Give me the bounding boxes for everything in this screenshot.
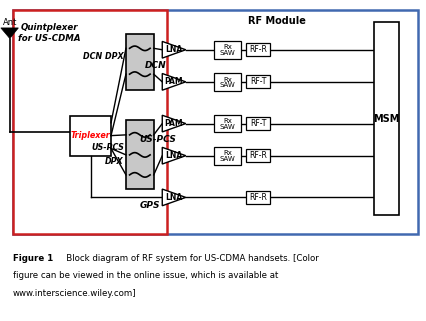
Text: Rx: Rx [223, 77, 232, 82]
Text: US-PCS: US-PCS [139, 135, 176, 144]
Bar [246, 117, 269, 130]
Text: DCN DPX: DCN DPX [83, 52, 124, 61]
Text: Rx: Rx [223, 118, 232, 124]
Text: Figure 1: Figure 1 [13, 254, 53, 263]
Text: MSM: MSM [372, 114, 399, 124]
Bar [214, 147, 241, 165]
Bar [126, 34, 153, 90]
Bar [126, 120, 153, 189]
Polygon shape [162, 115, 185, 132]
Bar [246, 75, 269, 88]
Text: LNA: LNA [165, 193, 182, 202]
Polygon shape [162, 74, 185, 90]
Text: SAW: SAW [219, 82, 235, 88]
Text: RF-R: RF-R [249, 193, 266, 202]
Bar [373, 22, 398, 215]
Text: SAW: SAW [219, 50, 235, 56]
Text: Block diagram of RF system for US‑CDMA handsets. [Color: Block diagram of RF system for US‑CDMA h… [58, 254, 318, 263]
Text: RF-R: RF-R [249, 45, 266, 54]
Text: GPS: GPS [139, 201, 159, 210]
Text: LNA: LNA [165, 45, 182, 54]
Text: for US-CDMA: for US-CDMA [18, 34, 80, 43]
Text: DCN: DCN [145, 61, 166, 70]
Bar [246, 149, 269, 162]
Text: www.interscience.wiley.com]: www.interscience.wiley.com] [13, 289, 136, 298]
Bar [13, 10, 417, 234]
Text: Quintplexer: Quintplexer [20, 23, 78, 32]
Text: SAW: SAW [219, 156, 235, 162]
Text: Triplexer: Triplexer [71, 131, 110, 140]
Bar [214, 41, 241, 58]
Bar [214, 73, 241, 91]
Text: RF-R: RF-R [249, 151, 266, 160]
Text: LNA: LNA [165, 151, 182, 160]
Text: Ant: Ant [3, 18, 17, 27]
Text: RF-T: RF-T [249, 77, 266, 86]
Text: SAW: SAW [219, 124, 235, 130]
Text: DPX: DPX [105, 157, 124, 166]
Bar [246, 191, 269, 204]
Bar [70, 116, 111, 156]
Text: RF Module: RF Module [247, 16, 305, 26]
Bar [13, 10, 166, 234]
Text: Rx: Rx [223, 45, 232, 50]
Text: PAM: PAM [164, 77, 183, 86]
Text: RF-T: RF-T [249, 119, 266, 128]
Polygon shape [162, 41, 185, 58]
Polygon shape [162, 189, 185, 206]
Polygon shape [1, 28, 18, 39]
Text: US-PCS: US-PCS [91, 143, 124, 152]
Text: figure can be viewed in the online issue, which is available at: figure can be viewed in the online issue… [13, 271, 277, 280]
Bar [246, 43, 269, 56]
Text: Rx: Rx [223, 151, 232, 156]
Text: PAM: PAM [164, 119, 183, 128]
Bar [214, 115, 241, 132]
Polygon shape [162, 147, 185, 164]
